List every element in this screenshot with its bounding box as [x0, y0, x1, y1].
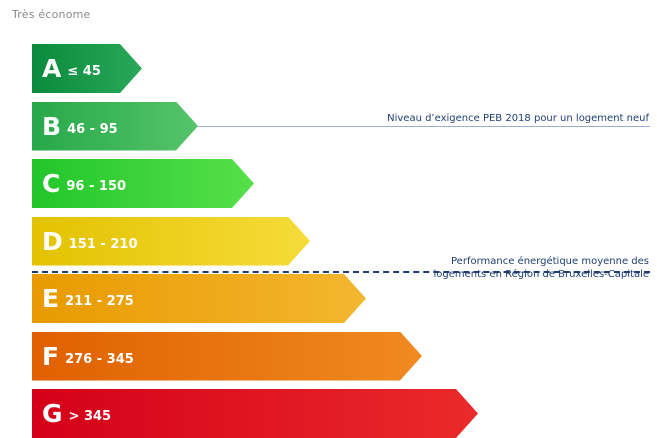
energy-class-bar-e: E 211 - 275 — [32, 274, 366, 323]
energy-class-range: > 345 — [68, 409, 112, 424]
energy-class-letter: D — [42, 226, 63, 256]
reference-label-line: Performance énergétique moyenne des — [451, 255, 649, 267]
energy-class-bar-a: A ≤ 45 — [32, 44, 142, 93]
reference-line-1 — [198, 126, 650, 127]
reference-label-line: Niveau d’exigence PEB 2018 pour un logem… — [387, 113, 649, 124]
energy-class-range: 96 - 150 — [66, 179, 127, 194]
energy-class-letter: A — [42, 54, 62, 83]
energy-class-bar-c: C 96 - 150 — [32, 159, 254, 208]
reference-label-2: Performance énergétique moyenne des logem… — [433, 255, 649, 281]
energy-class-bar-f: F 276 - 345 — [32, 331, 422, 381]
energy-class-range: 211 - 275 — [65, 294, 134, 309]
energy-class-letter: G — [42, 399, 63, 428]
energy-class-bar-b: B 46 - 95 — [32, 101, 198, 151]
energy-class-letter: B — [42, 111, 62, 141]
energy-class-range: ≤ 45 — [67, 64, 101, 79]
energy-class-bar-g: G > 345 — [32, 389, 478, 438]
reference-label-line: logements en Région de Bruxelles-Capital… — [433, 268, 649, 280]
energy-class-letter: E — [42, 284, 60, 313]
energy-class-letter: F — [42, 341, 60, 371]
energy-class-bar-d: D 151 - 210 — [32, 216, 310, 266]
reference-line-2 — [32, 270, 650, 273]
top-label: Très économe — [12, 8, 91, 21]
energy-class-letter: C — [42, 169, 61, 198]
energy-class-range: 46 - 95 — [67, 121, 118, 137]
reference-label-1: Niveau d’exigence PEB 2018 pour un logem… — [387, 112, 649, 125]
energy-class-range: 276 - 345 — [65, 351, 134, 367]
energy-class-range: 151 - 210 — [68, 236, 138, 252]
